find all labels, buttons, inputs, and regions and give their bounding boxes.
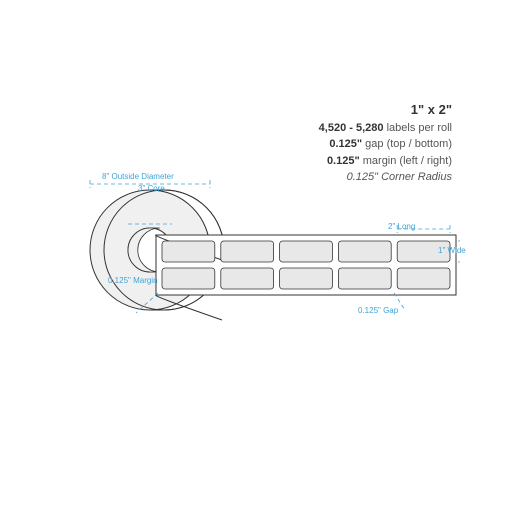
dim-core: 3" Core [138,184,165,193]
label-roll-diagram: 8" Outside Diameter 3" Core 0.125" Margi… [60,180,460,380]
dim-outer-diameter: 8" Outside Diameter [102,172,174,181]
spec-line: 0.125" margin (left / right) [319,153,452,170]
spec-line: 4,520 - 5,280 labels per roll [319,120,452,137]
dim-long: 2" Long [388,222,415,231]
spec-title: 1" x 2" [319,100,452,120]
spec-line: 0.125" gap (top / bottom) [319,136,452,153]
spec-block: 1" x 2" 4,520 - 5,280 labels per roll 0.… [319,100,452,186]
dim-gap: 0.125" Gap [358,306,398,315]
dim-wide: 1" Wide [438,246,466,255]
dim-margin: 0.125" Margin [108,276,158,285]
